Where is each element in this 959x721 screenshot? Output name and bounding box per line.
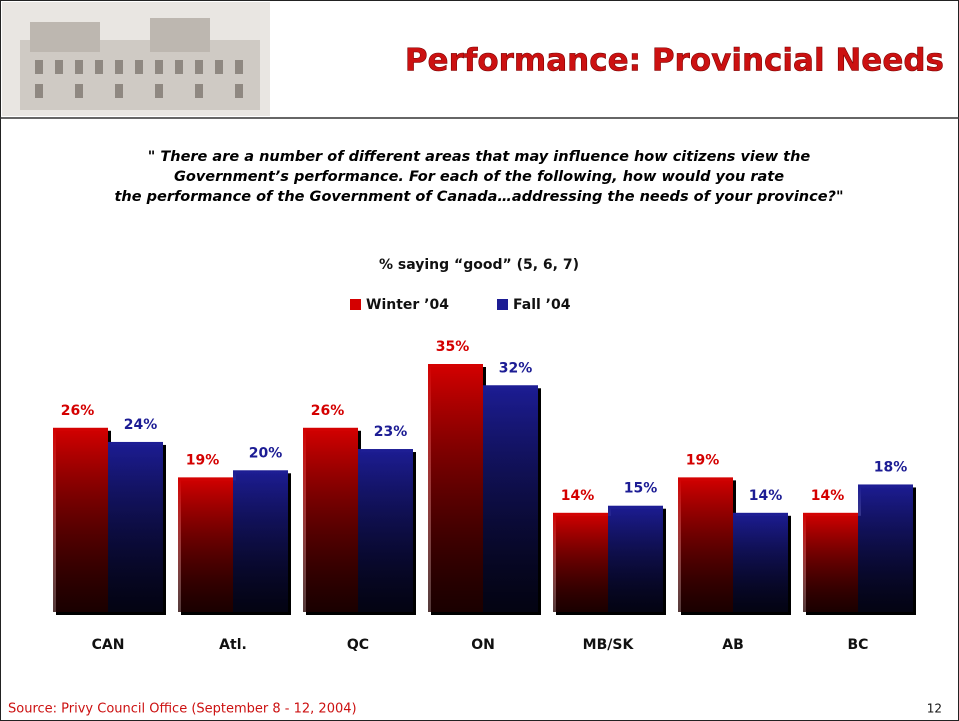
legend-label: Fall ’04 [513, 297, 571, 313]
header-image [2, 2, 270, 116]
value-label: 15% [624, 481, 658, 497]
value-label: 23% [374, 424, 408, 440]
value-label: 19% [686, 452, 720, 468]
value-label: 14% [561, 488, 595, 504]
value-label: 14% [811, 488, 845, 504]
slide: Performance: Provincial Needs " There ar… [0, 0, 959, 721]
legend-swatch [350, 299, 361, 310]
bar-shade [483, 385, 538, 612]
value-label: 18% [874, 459, 908, 475]
bar-shade [803, 513, 858, 612]
x-tick-label: Atl. [219, 637, 247, 653]
bar-shade [858, 484, 913, 612]
value-label: 19% [186, 452, 220, 468]
question-line: Government’s performance. For each of th… [174, 169, 784, 185]
bar-shade [428, 364, 483, 612]
x-tick-label: CAN [92, 637, 125, 653]
page-number: 12 [927, 702, 942, 716]
bar-shade [358, 449, 413, 612]
bar-shade [233, 470, 288, 612]
value-label: 24% [124, 417, 158, 433]
value-label: 14% [749, 488, 783, 504]
bar-shade [678, 477, 733, 612]
slide-title: Performance: Provincial Needs [405, 43, 944, 79]
x-tick-label: MB/SK [583, 637, 635, 653]
value-label: 26% [61, 403, 95, 419]
x-tick-label: QC [347, 637, 369, 653]
x-tick-label: AB [722, 637, 744, 653]
legend-swatch [497, 299, 508, 310]
bar-shade [53, 428, 108, 612]
value-label: 26% [311, 403, 345, 419]
bar-shade [553, 513, 608, 612]
legend-label: Winter ’04 [366, 297, 449, 313]
bar-shade [178, 477, 233, 612]
chart-subtitle: % saying “good” (5, 6, 7) [379, 257, 579, 273]
question-line: " There are a number of different areas … [148, 149, 811, 165]
value-label: 20% [249, 445, 283, 461]
bar-shade [608, 506, 663, 612]
value-label: 32% [499, 360, 533, 376]
x-tick-label: BC [848, 637, 869, 653]
value-label: 35% [436, 339, 470, 355]
bar-shade [733, 513, 788, 612]
bar-shade [303, 428, 358, 612]
question-line: the performance of the Government of Can… [114, 189, 843, 205]
x-tick-label: ON [471, 637, 495, 653]
source-note: Source: Privy Council Office (September … [8, 702, 357, 717]
bar-shade [108, 442, 163, 612]
